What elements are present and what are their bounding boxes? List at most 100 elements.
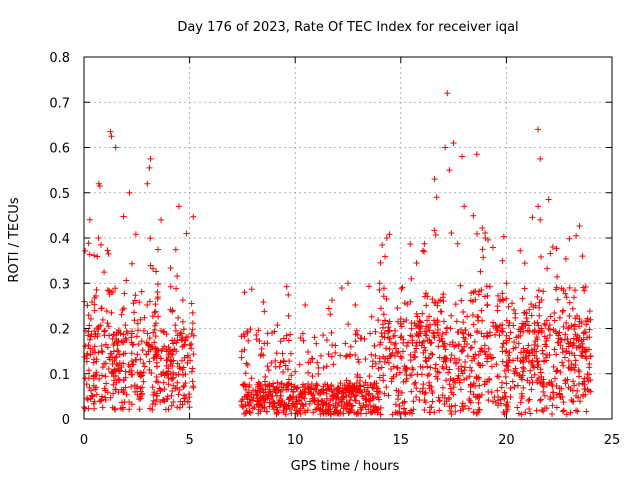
data-point	[494, 303, 501, 310]
data-point	[131, 382, 138, 389]
data-point	[481, 342, 488, 349]
data-point	[539, 406, 546, 413]
data-point	[123, 277, 130, 284]
data-point	[534, 358, 541, 365]
data-point	[479, 224, 486, 231]
data-point	[488, 355, 495, 362]
data-point	[559, 408, 566, 415]
data-point	[136, 299, 143, 306]
data-point	[284, 366, 291, 373]
data-point	[434, 376, 441, 383]
data-point	[468, 344, 475, 351]
data-point	[190, 383, 197, 390]
data-point	[504, 363, 511, 370]
data-point	[540, 388, 547, 395]
data-point	[87, 345, 94, 352]
data-point	[520, 348, 527, 355]
data-point	[473, 373, 480, 380]
data-point	[175, 391, 182, 398]
data-point	[340, 393, 347, 400]
data-point	[361, 335, 368, 342]
data-point	[407, 241, 414, 248]
data-point	[477, 268, 484, 275]
data-point	[117, 367, 124, 374]
data-point	[256, 337, 263, 344]
data-point	[470, 321, 477, 328]
data-point	[102, 397, 109, 404]
data-point	[502, 393, 509, 400]
data-point	[428, 383, 435, 390]
data-point	[377, 305, 384, 312]
data-point	[541, 320, 548, 327]
data-point	[178, 336, 185, 343]
data-point	[433, 373, 440, 380]
data-point	[146, 358, 153, 365]
data-point	[450, 139, 457, 146]
data-point	[248, 286, 255, 293]
data-point	[433, 194, 440, 201]
data-point	[440, 358, 447, 365]
data-point	[338, 284, 345, 291]
data-point	[149, 384, 156, 391]
data-point	[253, 391, 260, 398]
data-point	[244, 361, 251, 368]
data-point	[507, 385, 514, 392]
data-point	[441, 401, 448, 408]
data-point	[573, 336, 580, 343]
data-point	[343, 377, 350, 384]
data-point	[94, 325, 101, 332]
data-point	[180, 343, 187, 350]
data-point	[535, 361, 542, 368]
data-point	[302, 302, 309, 309]
data-point	[92, 331, 99, 338]
data-point	[426, 379, 433, 386]
data-point	[318, 352, 325, 359]
data-point	[556, 329, 563, 336]
data-point	[403, 342, 410, 349]
data-point	[82, 375, 89, 382]
data-point	[549, 402, 556, 409]
data-point	[446, 403, 453, 410]
data-point	[461, 376, 468, 383]
data-point	[352, 338, 359, 345]
data-point	[349, 402, 356, 409]
data-point	[98, 342, 105, 349]
y-tick-label: 0.6	[49, 142, 70, 157]
data-point	[503, 295, 510, 302]
data-point	[307, 359, 314, 366]
data-point	[242, 386, 249, 393]
data-point	[157, 355, 164, 362]
data-point	[322, 381, 329, 388]
data-point	[153, 352, 160, 359]
data-point	[372, 328, 379, 335]
data-point	[570, 294, 577, 301]
data-point	[167, 306, 174, 313]
data-point	[506, 349, 513, 356]
data-point	[441, 343, 448, 350]
data-point	[283, 283, 290, 290]
data-point	[478, 307, 485, 314]
data-point	[357, 388, 364, 395]
data-point	[565, 343, 572, 350]
data-point	[532, 338, 539, 345]
data-point	[288, 410, 295, 417]
data-point	[398, 389, 405, 396]
data-point	[241, 289, 248, 296]
data-point	[533, 334, 540, 341]
data-point	[407, 351, 414, 358]
data-point	[340, 405, 347, 412]
data-point	[515, 340, 522, 347]
data-point	[151, 309, 158, 316]
y-tick-label: 0.4	[49, 232, 70, 247]
data-point	[355, 359, 362, 366]
data-point	[85, 367, 92, 374]
data-point	[135, 341, 142, 348]
data-point	[489, 398, 496, 405]
data-point	[547, 250, 554, 257]
data-point	[139, 390, 146, 397]
data-point	[519, 364, 526, 371]
data-point	[418, 342, 425, 349]
data-point	[574, 387, 581, 394]
data-point	[313, 340, 320, 347]
data-point	[564, 376, 571, 383]
